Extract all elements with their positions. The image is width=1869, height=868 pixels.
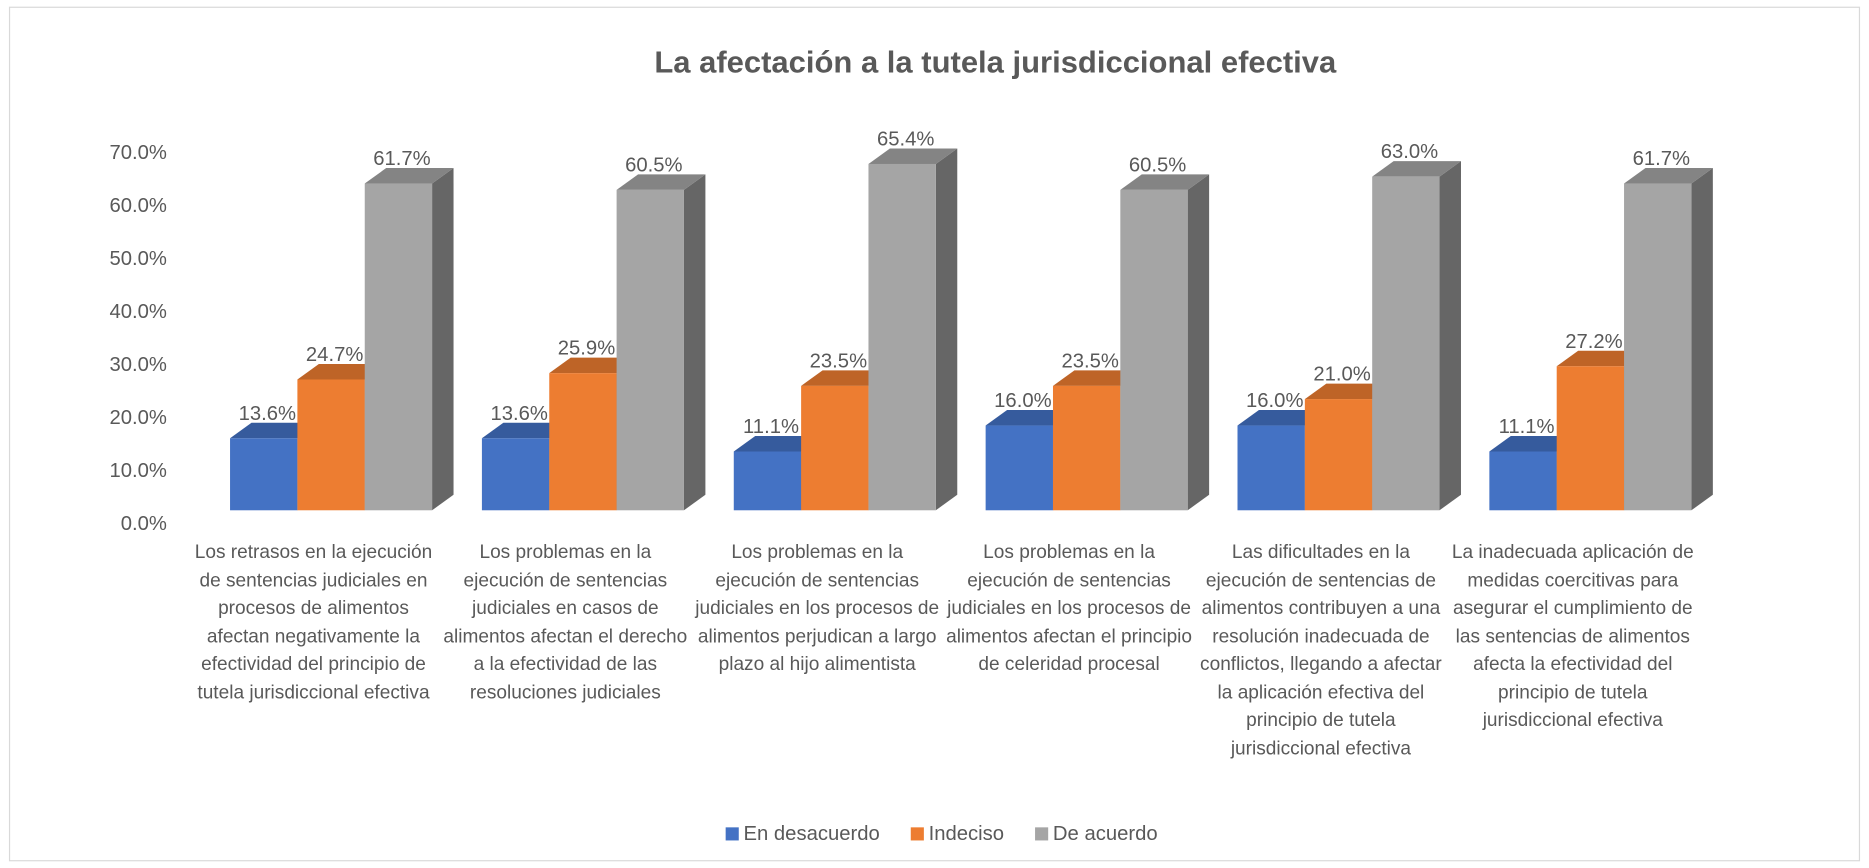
bar [801, 385, 869, 511]
y-tick-label: 30.0% [109, 354, 166, 376]
bar-top [1304, 383, 1394, 400]
y-tick-label: 10.0% [109, 460, 166, 482]
x-tick-label: Las dificultades en la ejecución de sent… [1200, 542, 1442, 759]
y-tick-label: 50.0% [109, 248, 166, 270]
data-label: 60.5% [1129, 154, 1186, 176]
bar [616, 189, 684, 511]
bar-side [1439, 161, 1461, 511]
bar-side [1691, 168, 1713, 511]
bar-side [1187, 174, 1210, 511]
bar-side [935, 148, 958, 511]
bar [985, 425, 1053, 511]
bar [733, 451, 802, 511]
x-tick-label-box: Los problemas en la ejecución de sentenc… [946, 542, 1193, 675]
bar [549, 373, 617, 511]
data-label: 60.5% [625, 154, 682, 176]
bar [868, 163, 936, 511]
data-label: 61.7% [373, 148, 430, 170]
data-label: 24.7% [306, 344, 363, 366]
bar-top [1120, 174, 1210, 190]
data-label: 13.6% [239, 403, 296, 425]
y-tick-label: 40.0% [109, 301, 166, 323]
data-label: 65.4% [877, 128, 934, 150]
bar [1372, 176, 1440, 511]
x-tick-label-box: La inadecuada aplicación de medidas coer… [1451, 542, 1694, 731]
bar-top [1237, 410, 1327, 426]
bar-top [230, 422, 319, 439]
bar [1052, 385, 1121, 511]
legend-label: En desacuerdo [744, 823, 880, 845]
bar-side [683, 174, 706, 511]
bar-top [985, 410, 1075, 426]
data-label: 13.6% [490, 403, 547, 425]
x-tick-label: Los problemas en la ejecución de sentenc… [946, 542, 1193, 675]
bar-top [868, 148, 958, 164]
bar-side [432, 168, 454, 511]
bar [230, 438, 298, 511]
data-label: 11.1% [743, 416, 799, 438]
data-label: 23.5% [1062, 350, 1119, 372]
x-tick-label: La inadecuada aplicación de medidas coer… [1451, 542, 1694, 731]
x-tick-label-box: Las dificultades en la ejecución de sent… [1200, 542, 1442, 759]
legend-swatch [1035, 827, 1049, 841]
bar [297, 379, 365, 511]
bar-top [616, 174, 706, 190]
y-tick-label: 70.0% [109, 142, 166, 164]
bar [1237, 425, 1305, 511]
data-label: 21.0% [1313, 364, 1370, 386]
legend-swatch [725, 827, 739, 841]
y-tick-label: 20.0% [109, 407, 166, 429]
chart-title: La afectación a la tutela jurisdiccional… [654, 45, 1337, 80]
x-tick-label: Los retrasos en la ejecución de sentenci… [194, 542, 433, 703]
data-label: 63.0% [1381, 141, 1438, 163]
bar [1489, 451, 1557, 511]
bar-top [481, 422, 571, 439]
y-tick-label: 60.0% [109, 195, 166, 217]
data-label: 25.9% [558, 338, 615, 360]
legend-label: De acuerdo [1053, 823, 1158, 845]
bar [1624, 183, 1692, 511]
x-tick-label: Los problemas en la ejecución de sentenc… [695, 542, 940, 675]
bar-top [733, 436, 823, 452]
bar-top [1489, 436, 1579, 452]
bar [1556, 366, 1625, 511]
bar-top [1556, 350, 1646, 367]
bar-top [1052, 370, 1142, 386]
x-tick-label-box: Los problemas en la ejecución de sentenc… [443, 542, 688, 703]
bar [1120, 189, 1188, 511]
legend: En desacuerdo Indeciso De acuerdo [725, 823, 1158, 845]
bar-top [1372, 161, 1461, 177]
data-label: 61.7% [1633, 148, 1690, 170]
legend-swatch [910, 827, 924, 841]
x-tick-label-box: Los problemas en la ejecución de sentenc… [695, 542, 940, 675]
bar-top [549, 357, 639, 374]
x-tick-label: Los problemas en la ejecución de sentenc… [443, 542, 688, 703]
data-label: 16.0% [1246, 390, 1303, 412]
y-tick-label: 0.0% [121, 513, 167, 535]
data-label: 16.0% [994, 390, 1051, 412]
bar-top [364, 168, 454, 184]
bar-top [297, 363, 387, 380]
data-label: 23.5% [810, 350, 867, 372]
data-label: 11.1% [1499, 416, 1555, 438]
legend-label: Indeciso [929, 823, 1004, 845]
bar [364, 183, 433, 511]
bar-top [1624, 168, 1713, 184]
x-tick-label-box: Los retrasos en la ejecución de sentenci… [194, 542, 433, 703]
data-label: 27.2% [1565, 331, 1622, 353]
bar-top [801, 370, 890, 386]
bar [1304, 399, 1373, 511]
bar [481, 438, 550, 511]
